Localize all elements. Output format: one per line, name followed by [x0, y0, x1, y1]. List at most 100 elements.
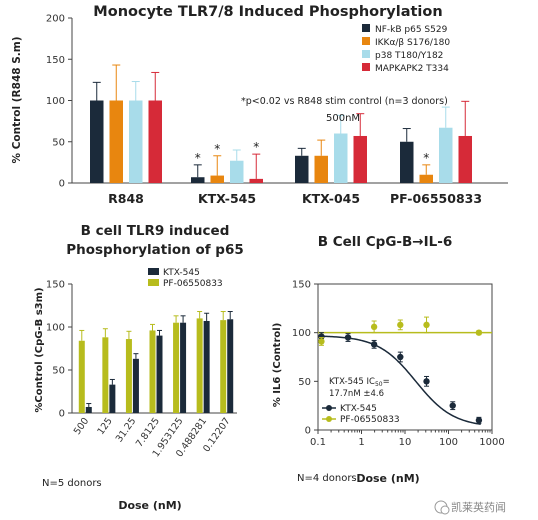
chart1-category-label: PF-06550833	[390, 191, 482, 206]
chart2-ytick-label: 150	[46, 280, 65, 291]
chart1-legend-label: MAPKAPK2 T334	[375, 64, 449, 74]
chart1-ylabel: % Control (R848 S.m)	[11, 37, 23, 164]
chart1-legend-label: p38 T180/Y182	[375, 51, 443, 61]
chart1-ytick-label: 150	[46, 55, 65, 66]
chart3-ktx545-point	[318, 333, 325, 340]
chart1-legend-swatch	[362, 50, 370, 58]
chart1-bar	[148, 100, 162, 183]
chart3-title: B Cell CpG-B→IL-6	[318, 234, 453, 250]
chart2-bar	[125, 339, 132, 413]
chart2-category-label: 500	[72, 416, 91, 437]
chart2-bar	[102, 337, 109, 413]
chart3-legend-marker	[326, 405, 332, 411]
chart3-xlabel: Dose (nM)	[356, 472, 419, 485]
chart2-legend-label: PF-06550833	[163, 279, 223, 289]
chart2-ylabel: %Control (CpG-B s3m)	[34, 287, 45, 412]
chart3-legend-marker	[326, 416, 332, 422]
chart2-bar	[85, 406, 92, 413]
chart1-ytick-label: 50	[52, 137, 65, 148]
chart1-ytick-label: 0	[59, 179, 65, 190]
chart1-dose-note: 500nM	[326, 113, 360, 124]
wechat-icon-inner	[440, 505, 450, 515]
bcell-p65-chart: B cell TLR9 induced Phosphorylation of p…	[34, 223, 244, 512]
chart2-ytick-label: 50	[52, 366, 65, 377]
chart1-legend-label: IKKα/β S176/180	[375, 38, 450, 48]
chart3-ktx545-point	[449, 402, 456, 409]
chart3-pf06550833-point	[318, 338, 325, 345]
chart3-pf06550833-point	[397, 321, 404, 329]
chart3-ylabel: % IL6 (Control)	[272, 323, 283, 408]
chart2-bar	[156, 335, 163, 413]
chart1-significance-mark: *	[195, 151, 201, 165]
chart3-pf06550833-point	[475, 329, 483, 336]
chart1-bar	[400, 141, 414, 183]
chart1-legend-label: NF-kB p65 S529	[375, 25, 448, 35]
chart3-ic50-value: 17.7nM ±4.6	[329, 389, 384, 399]
chart3-pf06550833-point	[370, 323, 378, 331]
watermark-text: 凯莱英药闻	[451, 500, 506, 514]
chart1-bar	[191, 177, 205, 183]
chart1-bar	[210, 175, 224, 183]
chart3-xtick-label: 0.1	[310, 437, 326, 448]
chart2-bar	[227, 319, 234, 413]
chart1-legend-swatch	[362, 63, 370, 71]
chart2-category-label: 31.25	[114, 416, 139, 445]
chart1-bar	[439, 127, 453, 183]
chart1-significance-mark: *	[253, 140, 259, 154]
chart2-title-line1: B cell TLR9 induced	[81, 223, 230, 239]
chart3-ktx545-point	[475, 417, 483, 424]
chart2-category-label: 125	[95, 416, 114, 437]
chart3-ytick-label: 150	[292, 280, 311, 291]
chart1-bar	[249, 178, 263, 183]
chart1-bar	[230, 160, 244, 183]
chart2-ytick-label: 100	[46, 323, 65, 334]
watermark: 凯莱英药闻	[434, 500, 506, 515]
chart3-xtick-label: 1000	[479, 437, 504, 448]
chart1-ytick-label: 200	[46, 14, 65, 25]
chart3-legend-label: PF-06550833	[340, 415, 400, 425]
chart2-bar	[196, 318, 203, 413]
chart1-bar	[129, 100, 143, 183]
chart1-significance-mark: *	[423, 151, 429, 165]
chart1-bar	[295, 155, 309, 183]
chart3-xtick-label: 100	[439, 437, 458, 448]
chart2-legend-label: KTX-545	[163, 268, 200, 278]
chart3-ktx545-point	[423, 378, 430, 385]
chart1-category-label: KTX-045	[302, 191, 360, 206]
chart1-bar	[90, 100, 104, 183]
chart3-ktx545-point	[344, 334, 352, 341]
chart1-title: Monocyte TLR7/8 Induced Phosphorylation	[93, 4, 442, 20]
chart1-category-label: KTX-545	[198, 191, 256, 206]
chart1-bar	[314, 155, 328, 183]
chart1-bar	[419, 174, 433, 183]
chart3-ic50-label: KTX-545 IC50=	[329, 377, 390, 388]
chart3-xtick-label: 10	[399, 437, 412, 448]
chart1-legend-swatch	[362, 37, 370, 45]
chart2-donor-note: N=5 donors	[42, 478, 102, 489]
chart2-bar	[173, 322, 180, 413]
chart1-bar	[334, 133, 348, 183]
chart2-bar	[78, 340, 85, 413]
chart1-bar	[109, 100, 123, 183]
chart2-ytick-label: 0	[59, 409, 65, 420]
chart2-bar	[132, 358, 139, 413]
chart3-legend-label: KTX-545	[340, 404, 377, 414]
chart3-ktx545-point	[397, 353, 404, 361]
chart3-donor-note: N=4 donors	[297, 473, 357, 484]
chart2-legend-swatch	[148, 268, 159, 275]
chart1-bar	[458, 135, 472, 183]
chart2-xlabel: Dose (nM)	[118, 499, 181, 512]
chart3-ktx545-point	[370, 341, 378, 348]
chart2-bar	[180, 322, 187, 413]
chart3-pf06550833-point	[423, 321, 430, 329]
chart3-ytick-label: 50	[298, 377, 311, 388]
chart3-xtick-label: 1	[358, 437, 364, 448]
chart2-bar	[203, 320, 210, 413]
chart2-legend-swatch	[148, 279, 159, 286]
chart2-bar	[220, 320, 227, 413]
chart3-ytick-label: 0	[305, 426, 311, 437]
chart1-significance-note: *p<0.02 vs R848 stim control (n=3 donors…	[241, 96, 448, 107]
chart1-category-label: R848	[108, 191, 144, 206]
chart2-title-line2: Phosphorylation of p65	[66, 242, 244, 258]
